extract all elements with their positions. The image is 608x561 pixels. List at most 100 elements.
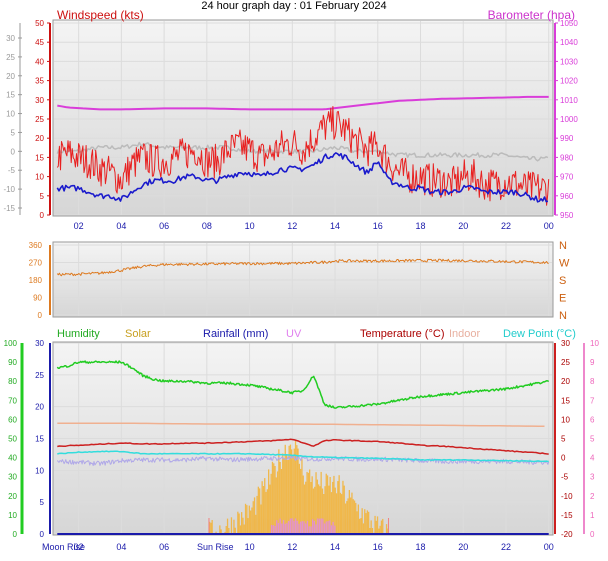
solar-bar	[312, 488, 315, 534]
solar-bar	[251, 507, 253, 534]
solar-bar	[211, 520, 213, 534]
wind-axis-label: 30	[35, 96, 44, 105]
dir-axis-label: 270	[29, 259, 43, 268]
uv-bar	[310, 526, 312, 534]
solar-bar	[380, 520, 383, 534]
solar-bar	[325, 473, 327, 534]
solar-bar	[365, 513, 367, 534]
solar-bar	[318, 484, 320, 534]
solar-bar	[356, 511, 358, 534]
solar-bar	[271, 461, 274, 534]
solar-bar	[266, 489, 268, 534]
solar-bar	[298, 463, 300, 534]
solar-bar	[305, 481, 307, 534]
solar-bar	[315, 472, 317, 534]
solar-bar	[369, 528, 371, 534]
solar-bar	[316, 479, 318, 534]
solar-bar	[288, 445, 290, 534]
uv-bar	[325, 521, 327, 534]
solar-bar	[228, 528, 230, 534]
solar-bar	[244, 503, 247, 534]
uv-axis-label: 2	[590, 492, 595, 501]
uv-bar	[332, 521, 334, 534]
temp-x-tick-label: 18	[416, 542, 426, 552]
solar-bar	[320, 471, 322, 534]
solar-bar	[342, 480, 344, 534]
solar-bar	[225, 526, 227, 534]
solar-bar	[252, 501, 254, 534]
solar-bar	[334, 487, 336, 534]
solar-bar	[270, 473, 272, 534]
solar-bar	[242, 517, 244, 534]
uv-axis-label: 7	[590, 396, 595, 405]
uv-bar	[318, 518, 321, 534]
page-title: 24 hour graph day : 01 February 2024	[201, 0, 386, 12]
solar-bar	[273, 463, 275, 534]
humidity-axis-label: 20	[8, 492, 17, 501]
temp-axis-label: -15	[561, 511, 573, 520]
uv-bar	[282, 520, 285, 534]
solar-bar	[260, 504, 262, 534]
temp-axis-label: 30	[561, 339, 570, 348]
solar-bar	[364, 509, 366, 534]
uv-bar	[303, 521, 305, 534]
solar-bar	[362, 523, 365, 534]
compass-label: N	[559, 310, 567, 322]
dir-axis-label: 360	[29, 241, 43, 250]
solar-bar	[323, 494, 325, 534]
humidity-axis-label: 0	[13, 530, 18, 539]
temp-x-tick-label: 20	[458, 542, 468, 552]
wind-axis-label: 40	[35, 57, 44, 66]
solar-bar	[278, 449, 280, 534]
rain-axis-label: 30	[35, 339, 44, 348]
wind-axis-label: 25	[35, 115, 44, 124]
solar-bar	[243, 524, 245, 534]
compass-label: N	[559, 240, 567, 252]
outer-axis-label: -5	[8, 166, 16, 175]
wind-x-tick-label: 02	[74, 221, 84, 231]
solar-bar	[209, 521, 211, 534]
uv-bar	[294, 518, 297, 534]
solar-bar	[256, 495, 258, 534]
humidity-axis-label: 90	[8, 358, 17, 367]
solar-bar	[233, 519, 235, 534]
humidity-axis-label: 70	[8, 396, 17, 405]
wind-x-tick-label: 18	[416, 221, 426, 231]
solar-bar	[224, 531, 226, 534]
wind-x-tick-label: 10	[245, 221, 255, 231]
wind-x-tick-label: 06	[159, 221, 169, 231]
solar-bar	[255, 514, 257, 534]
solar-bar	[378, 528, 380, 534]
solar-bar	[257, 486, 259, 534]
wind-panel-bg	[52, 19, 554, 217]
wind-axis-label: 35	[35, 77, 44, 86]
uv-bar	[313, 520, 315, 534]
solar-bar	[332, 481, 334, 534]
uv-axis-label: 10	[590, 339, 599, 348]
solar-bar	[219, 525, 221, 534]
outer-axis-label: 10	[6, 110, 15, 119]
temp-axis-label: 0	[561, 454, 566, 463]
baro-axis-label: 950	[560, 211, 574, 220]
humidity-axis-label: 50	[8, 435, 17, 444]
solar-bar	[387, 528, 389, 534]
solar-bar	[289, 444, 292, 534]
indoor-line	[57, 422, 545, 427]
humidity-axis-label: 100	[4, 339, 18, 348]
solar-bar	[307, 472, 309, 534]
humidity-axis-label: 40	[8, 454, 17, 463]
solar-bar	[234, 527, 236, 534]
solar-bar	[344, 503, 347, 534]
solar-bar	[324, 486, 326, 534]
uv-bar	[276, 520, 278, 534]
outer-axis-label: 20	[6, 72, 15, 81]
uv-axis-label: 3	[590, 473, 595, 482]
temp-axis-label: 5	[561, 435, 566, 444]
barometer-line	[57, 95, 549, 111]
wind-panel: Windspeed (kts) Barometer (hpa) 30 25 20 15…	[3, 8, 578, 231]
wind-axis-label: 20	[35, 134, 44, 143]
legend-indoor: Indoor	[449, 328, 481, 340]
solar-bar	[341, 494, 343, 534]
sun-rise-label: Sun Rise	[197, 542, 234, 552]
